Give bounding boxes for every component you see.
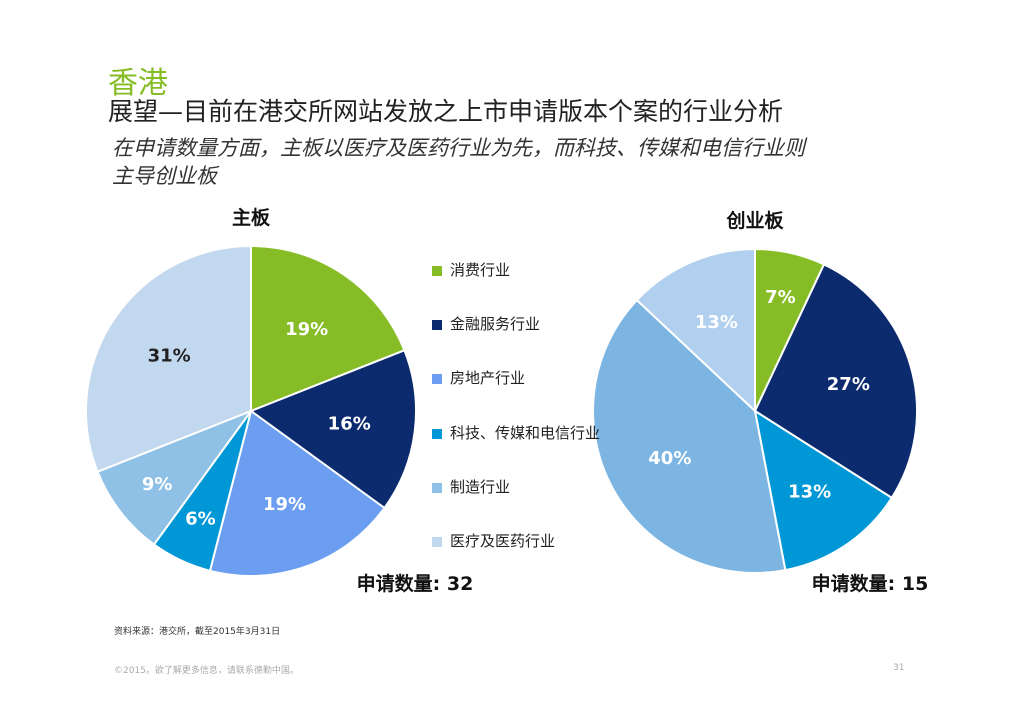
pie-slice — [248, 348, 417, 510]
legend-swatch — [432, 373, 442, 384]
legend-swatch — [432, 265, 442, 276]
legend-item: 金融服务行业 — [432, 311, 612, 337]
chart-title: 主板 — [232, 206, 271, 229]
subtitle-line-2: 主导创业板 — [112, 164, 217, 188]
legend-item: 房地产行业 — [432, 365, 612, 391]
legend-swatch — [432, 319, 442, 330]
slice-label: 16% — [328, 413, 371, 434]
legend-item: 科技、传媒和电信行业 — [432, 420, 607, 446]
slice-label: 13% — [695, 312, 738, 333]
pie-slice — [96, 408, 254, 546]
legend-label: 金融服务行业 — [450, 315, 541, 333]
legend-swatch — [432, 536, 442, 547]
legend-swatch — [432, 482, 442, 493]
legend-label: 医疗及医药行业 — [450, 532, 556, 550]
slice-label: 6% — [185, 508, 216, 529]
legend-label: 制造行业 — [450, 478, 511, 496]
legend-item: 制造行业 — [432, 474, 612, 500]
slice-label: 19% — [285, 319, 328, 340]
subtitle-line-1: 在申请数量方面，主板以医疗及医药行业为先，而科技、传媒和电信行业则 — [112, 136, 805, 160]
slice-label: 27% — [827, 374, 870, 395]
source-note: 资料来源：港交所，截至2015年3月31日 — [114, 627, 281, 637]
legend-label: 消费行业 — [450, 261, 511, 279]
pie-slice — [753, 408, 894, 572]
pie-slice — [250, 244, 406, 413]
pie-slice — [635, 247, 756, 414]
chart-title: 创业板 — [725, 209, 784, 232]
slice-label: 19% — [263, 494, 306, 515]
slice-label: 7% — [765, 287, 796, 308]
region-title: 香港 — [108, 66, 168, 101]
legend-label: 房地产行业 — [450, 369, 526, 387]
legend-item: 消费行业 — [432, 257, 612, 283]
pie-slice — [592, 298, 787, 574]
pie-slice — [208, 409, 386, 577]
slice-label: 9% — [142, 474, 173, 495]
copyright: ©2015。欲了解更多信息，请联系德勤中国。 — [114, 666, 299, 676]
page-title: 展望—目前在港交所网站发放之上市申请版本个案的行业分析 — [108, 97, 784, 126]
slice-label: 31% — [148, 345, 191, 366]
application-count: 申请数量: 15 — [812, 572, 929, 595]
page-number: 31 — [893, 663, 905, 673]
application-count: 申请数量: 32 — [357, 572, 474, 595]
legend-item: 医疗及医药行业 — [432, 528, 612, 554]
pie-slice — [85, 244, 252, 474]
legend-swatch — [432, 428, 442, 439]
slice-label: 40% — [648, 448, 691, 469]
legend-label: 科技、传媒和电信行业 — [450, 424, 601, 442]
slice-label: 13% — [788, 481, 831, 502]
pie-slice — [753, 263, 918, 500]
